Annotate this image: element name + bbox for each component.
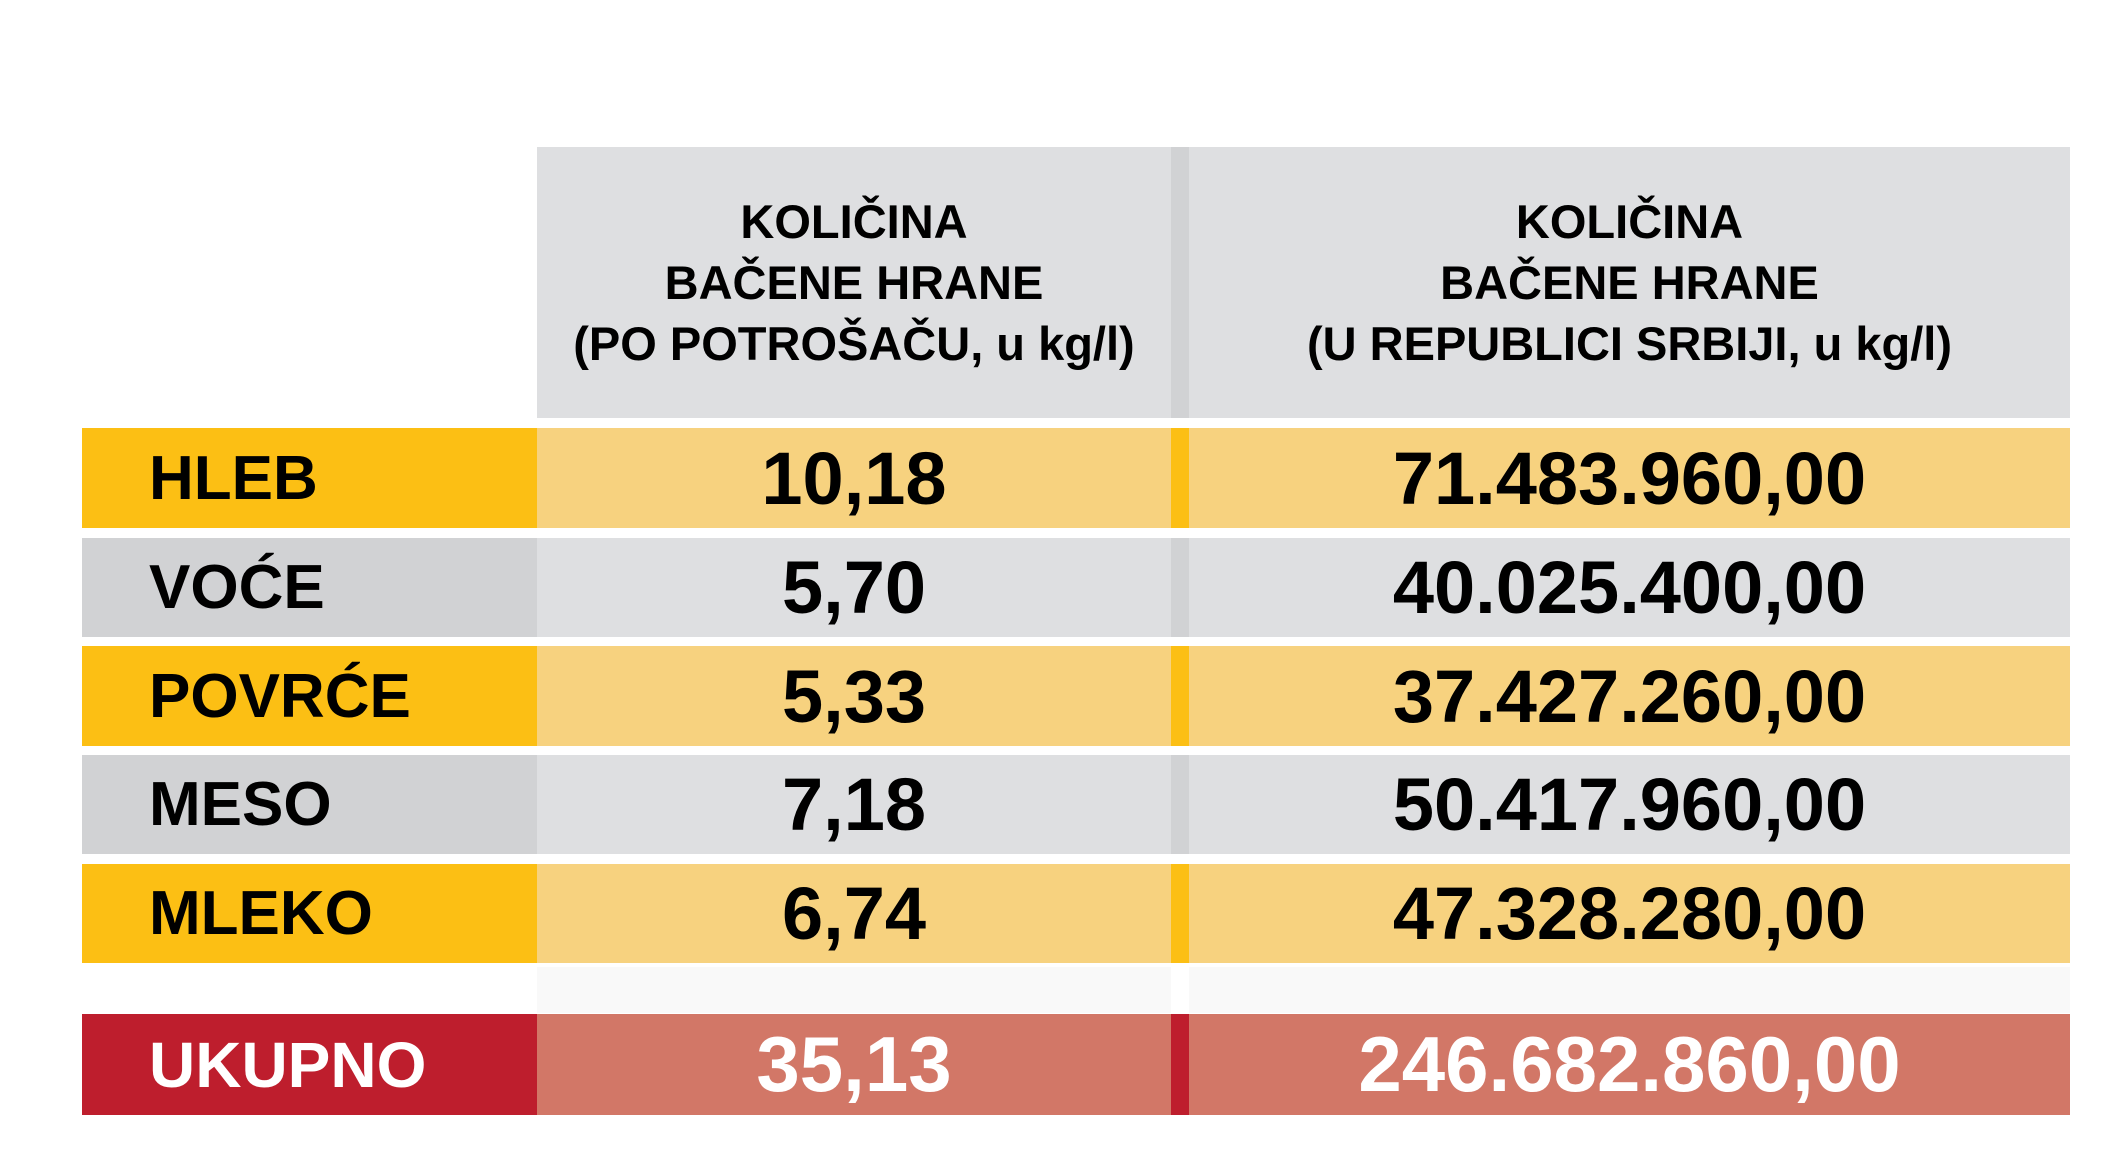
column-divider [1171, 755, 1189, 854]
column-divider [1171, 1014, 1189, 1115]
total-per-consumer: 35,13 [537, 1014, 1171, 1115]
per-consumer-value: 6,74 [537, 864, 1171, 963]
row-label: HLEB [82, 428, 537, 528]
header-line: (U REPUBLICI SRBIJI, u kg/l) [1307, 317, 1952, 370]
total-value: 71.483.960,00 [1189, 428, 2070, 528]
header-per-consumer: KOLIČINA BAČENE HRANE (PO POTROŠAČU, u k… [537, 147, 1171, 418]
column-divider [1171, 864, 1189, 963]
header-line: KOLIČINA [740, 195, 968, 248]
row-label: MESO [82, 755, 537, 854]
header-line: (PO POTROŠAČU, u kg/l) [573, 317, 1135, 370]
spacer-cell [1189, 967, 2070, 1013]
total-label: UKUPNO [82, 1014, 537, 1115]
header-serbia-total: KOLIČINA BAČENE HRANE (U REPUBLICI SRBIJ… [1189, 147, 2070, 418]
header-line: BAČENE HRANE [664, 256, 1044, 309]
total-value: 50.417.960,00 [1189, 755, 2070, 854]
per-consumer-value: 5,33 [537, 646, 1171, 746]
header-line: KOLIČINA [1515, 195, 1744, 248]
total-value: 40.025.400,00 [1189, 538, 2070, 637]
row-label: VOĆE [82, 538, 537, 637]
per-consumer-value: 5,70 [537, 538, 1171, 637]
column-divider [1171, 646, 1189, 746]
row-label: MLEKO [82, 864, 537, 963]
spacer-cell [537, 967, 1171, 1013]
column-divider [1171, 428, 1189, 528]
header-line: BAČENE HRANE [1440, 256, 1819, 309]
per-consumer-value: 7,18 [537, 755, 1171, 854]
column-divider [1171, 147, 1189, 418]
total-serbia: 246.682.860,00 [1189, 1014, 2070, 1115]
total-value: 37.427.260,00 [1189, 646, 2070, 746]
per-consumer-value: 10,18 [537, 428, 1171, 528]
total-value: 47.328.280,00 [1189, 864, 2070, 963]
column-divider [1171, 538, 1189, 637]
row-label: POVRĆE [82, 646, 537, 746]
